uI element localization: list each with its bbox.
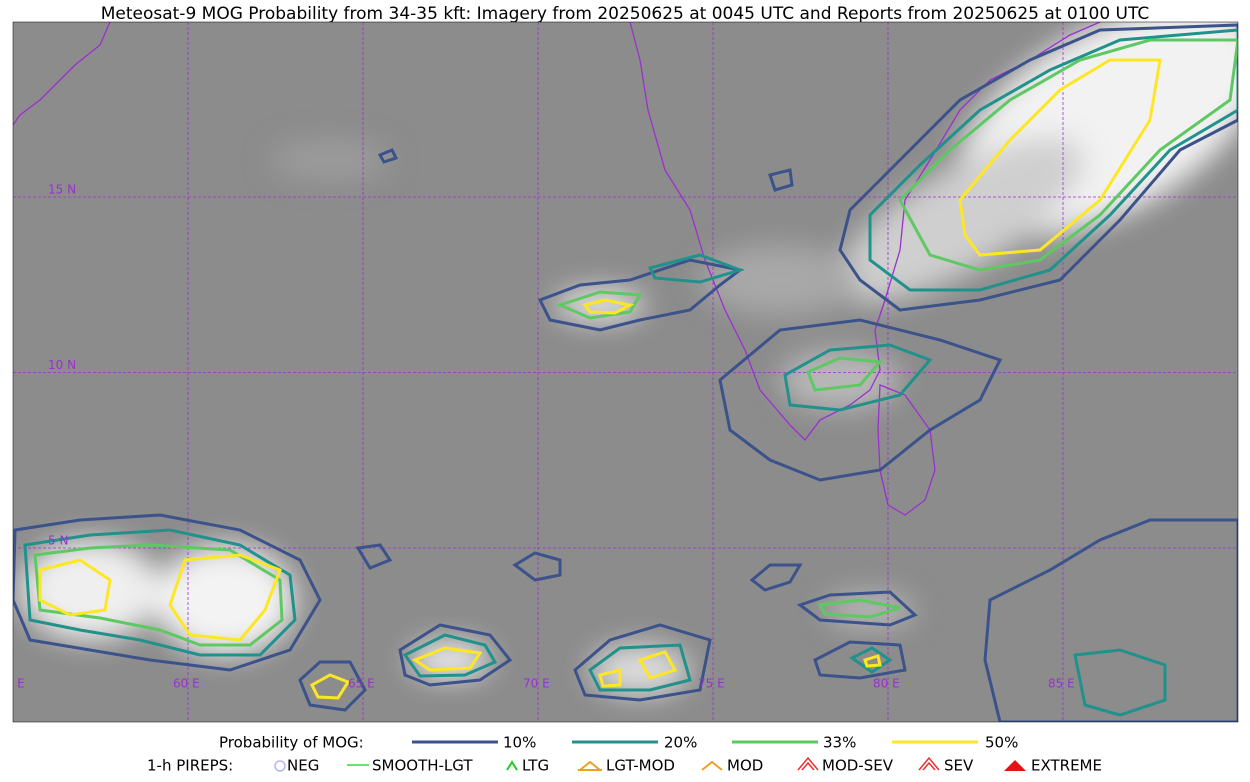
legend-icon: [922, 761, 936, 771]
legend-label: MOD: [727, 757, 763, 775]
coastline: [629, 22, 1101, 441]
graticule: [13, 22, 1238, 722]
probability-contours: [13, 23, 1238, 722]
longitude-label: 75 E: [698, 677, 725, 691]
map: 15 N 10 N 5 N 55 E 60 E 65 E 70 E 75 E 80 E 85 E: [0, 22, 1238, 722]
map-frame: [12, 21, 1239, 723]
graticule-labels: 15 N 10 N 5 N 55 E 60 E 65 E 70 E 75 E 80 E 85 E: [0, 183, 1075, 691]
legend-label: LTG: [522, 757, 549, 775]
legend-icon: [797, 756, 819, 771]
legend-label: LGT-MOD: [606, 757, 675, 775]
pireps-legend: 1-h PIREPS: NEG SMOOTH-LGT LTG LGT-MOD M…: [147, 757, 1102, 775]
longitude-label: 55 E: [0, 677, 25, 691]
legend-label: 20%: [664, 734, 697, 752]
legend-icon: [701, 760, 723, 771]
latitude-label: 15 N: [48, 183, 76, 197]
legend-icon: [274, 760, 286, 772]
legend-label: SMOOTH-LGT: [372, 757, 473, 775]
legend-icon: [918, 756, 940, 771]
longitude-label: 60 E: [173, 677, 200, 691]
legend-label: 10%: [503, 734, 536, 752]
legend-label: 33%: [823, 734, 856, 752]
legend-label: MOD-SEV: [822, 757, 894, 775]
coastline-sri-lanka: [877, 384, 936, 516]
legend-title: 1-h PIREPS:: [147, 757, 233, 775]
longitude-label: 80 E: [873, 677, 900, 691]
legend-icon: [579, 760, 601, 771]
legend-icon: [801, 761, 815, 771]
legend-label: 50%: [985, 734, 1018, 752]
longitude-label: 65 E: [348, 677, 375, 691]
legend-label: SEV: [944, 757, 974, 775]
title: Meteosat-9 MOG Probability from 34-35 kf…: [101, 4, 1150, 24]
legend-label: NEG: [287, 757, 319, 775]
longitude-label: 70 E: [523, 677, 550, 691]
longitude-label: 85 E: [1048, 677, 1075, 691]
probability-legend: Probability of MOG: 10% 20% 33% 50%: [219, 734, 1018, 752]
legend-icon: [506, 760, 518, 771]
coastline-africa: [13, 22, 111, 126]
legend-icon: [1004, 760, 1026, 771]
legend-label: EXTREME: [1031, 757, 1102, 775]
latitude-label: 5 N: [48, 534, 68, 548]
legend-title: Probability of MOG:: [219, 734, 364, 752]
latitude-label: 10 N: [48, 358, 76, 372]
